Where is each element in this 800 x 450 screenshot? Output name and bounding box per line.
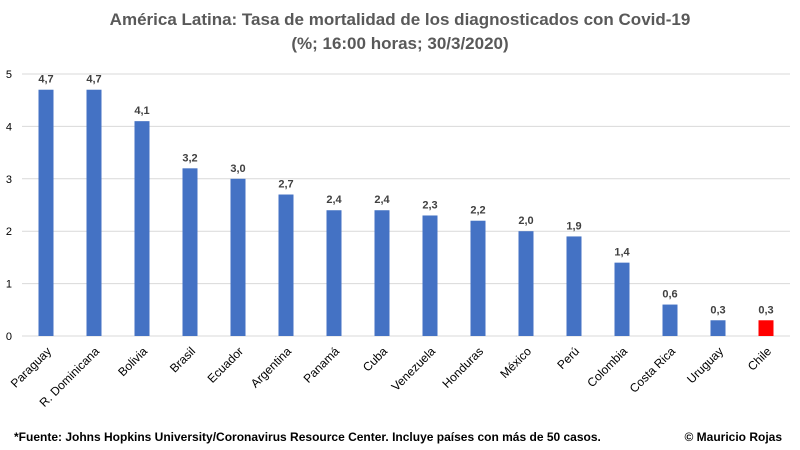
bar (326, 210, 342, 336)
x-tick-label: Bolivia (115, 344, 150, 379)
bar (566, 236, 582, 336)
chart-subtitle: (%; 16:00 horas; 30/3/2020) (291, 34, 509, 53)
bar (278, 194, 294, 336)
x-tick-label: Argentina (248, 344, 294, 390)
x-tick-label: Chile (745, 344, 774, 373)
x-tick-label: Venezuela (389, 344, 439, 394)
bar (470, 220, 486, 336)
data-label: 0,6 (662, 289, 677, 301)
bar (38, 89, 54, 336)
y-tick-label: 2 (6, 226, 12, 238)
data-label: 2,4 (374, 194, 390, 206)
data-label: 0,3 (710, 304, 725, 316)
bar (134, 121, 150, 336)
y-tick-label: 0 (6, 331, 12, 343)
bar (662, 304, 678, 336)
bar (230, 178, 246, 336)
y-tick-label: 3 (6, 174, 12, 186)
x-tick-label: Perú (554, 344, 582, 372)
x-tick-label: Ecuador (205, 344, 247, 386)
data-label: 3,2 (182, 152, 197, 164)
source-note: *Fuente: Johns Hopkins University/Corona… (14, 430, 601, 444)
data-label: 3,0 (230, 163, 245, 175)
bar (518, 231, 534, 336)
bar (182, 168, 198, 336)
data-label: 4,7 (38, 74, 53, 86)
chart-title: América Latina: Tasa de mortalidad de lo… (109, 10, 691, 29)
bar (614, 262, 630, 336)
x-tick-label: Honduras (439, 344, 486, 391)
x-tick-label: México (497, 344, 534, 381)
data-label: 2,7 (278, 179, 293, 191)
data-label: 1,4 (614, 247, 630, 259)
data-label: 0,3 (758, 304, 773, 316)
data-label: 1,9 (566, 220, 581, 232)
bar (86, 89, 102, 336)
bar (422, 215, 438, 336)
data-label: 4,7 (86, 74, 101, 86)
x-tick-label: Costa Rica (627, 344, 679, 396)
author-credit: © Mauricio Rojas (684, 430, 782, 444)
x-tick-label: Panamá (301, 344, 343, 386)
data-label: 2,2 (470, 205, 485, 217)
chart-title-block: América Latina: Tasa de mortalidad de lo… (0, 8, 800, 56)
y-tick-label: 4 (6, 121, 12, 133)
x-tick-label: Paraguay (8, 344, 54, 390)
bar (758, 320, 774, 336)
y-tick-label: 5 (6, 69, 12, 81)
bar (710, 320, 726, 336)
data-label: 2,3 (422, 199, 437, 211)
data-label: 2,4 (326, 194, 342, 206)
y-tick-label: 1 (6, 279, 12, 291)
x-tick-label: Colombia (584, 344, 630, 390)
data-label: 4,1 (134, 105, 149, 117)
x-tick-label: Uruguay (684, 344, 726, 386)
bar (374, 210, 390, 336)
x-tick-label: Brasil (167, 344, 198, 375)
x-tick-label: Cuba (360, 344, 390, 374)
data-label: 2,0 (518, 215, 533, 227)
